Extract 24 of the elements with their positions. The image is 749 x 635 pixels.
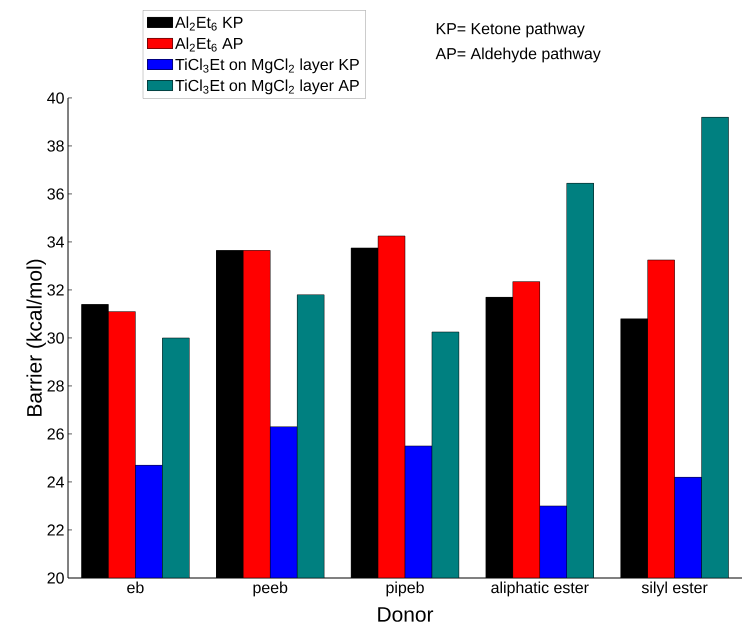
text: AP= Aldehyde pathway (436, 48, 601, 62)
x-axis-title: Donor (378, 607, 434, 622)
legend-label: TiCl$_{3}$Et on MgCl$_{2}$ layer AP (175, 79, 359, 94)
x-tick-label: peeb (254, 582, 288, 596)
y-tick-label: 24 (48, 476, 64, 488)
y-tick-label: 38 (47, 140, 64, 152)
text: KP= Ketone pathway (436, 22, 585, 38)
y-tick-label: 28 (48, 380, 64, 392)
y-tick-label: 40 (47, 92, 64, 104)
y-axis-title: Barrier (kcal/mol) (26, 260, 46, 416)
legend-label: TiCl$_{3}$Et on MgCl$_{2}$ layer KP (175, 58, 359, 74)
x-tick-label: pipeb (386, 582, 424, 596)
legend-label: Al$_{2}$Et$_{6}$ KP (175, 16, 243, 31)
y-tick-label: 22 (48, 524, 64, 536)
legend-label: Al$_{2}$Et$_{6}$ AP (175, 37, 243, 52)
x-tick-label: silyl ester (642, 582, 708, 596)
y-tick-label: 30 (47, 332, 64, 344)
y-tick-label: 32 (47, 284, 64, 296)
x-tick-label: aliphatic ester (491, 582, 589, 596)
y-tick-label: 26 (48, 428, 64, 440)
y-tick-label: 20 (48, 572, 64, 584)
y-tick-label: 36 (47, 188, 64, 200)
y-tick-label: 34 (47, 236, 64, 248)
x-tick-label: eb (127, 582, 144, 594)
